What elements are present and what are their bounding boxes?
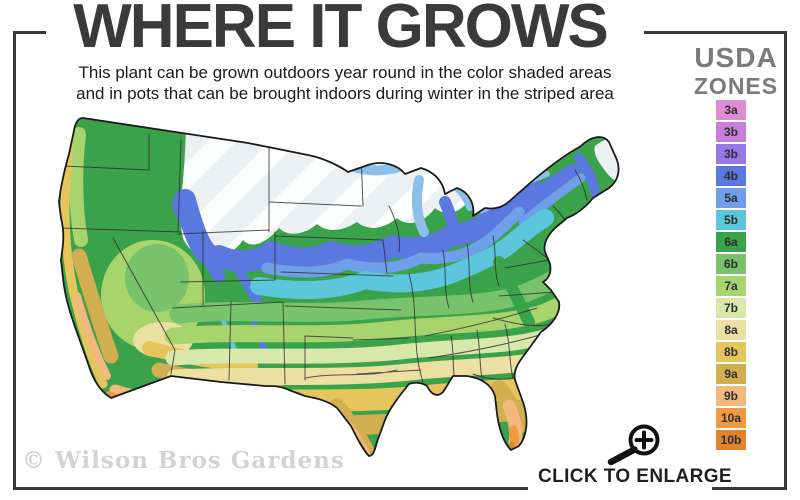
lake-michigan bbox=[411, 175, 429, 237]
usda-zones-legend: 3a 3b 3b 4b 5a 5b 6a 6b 7a 7b 8a 8b 9a 9b 10a 10b bbox=[716, 100, 746, 452]
legend-swatch-label: 10b bbox=[720, 433, 742, 447]
legend-swatch-label: 4b bbox=[723, 169, 738, 183]
legend-swatch-7: 6b bbox=[716, 254, 746, 274]
legend-title-zones: ZONES bbox=[693, 73, 779, 99]
map-zone-4b-michigan bbox=[439, 196, 460, 246]
legend-swatch-2: 3b bbox=[716, 144, 746, 164]
legend-swatch-14: 10a bbox=[716, 408, 746, 428]
state-borders bbox=[60, 133, 588, 387]
map-appalachian-tongue bbox=[493, 256, 535, 328]
legend-swatch-11: 8b bbox=[716, 342, 746, 362]
legend-swatch-4: 5a bbox=[716, 188, 746, 208]
page-title: WHERE IT GROWS bbox=[73, 0, 608, 61]
legend-swatch-5: 5b bbox=[716, 210, 746, 230]
legend-swatch-13: 9b bbox=[716, 386, 746, 406]
map-great-basin-inner bbox=[125, 244, 189, 312]
map-ca-central-valley bbox=[71, 248, 119, 364]
map-west-coast-gold-band bbox=[60, 165, 108, 389]
map-ca-coast-orange bbox=[73, 292, 111, 380]
subtitle-line-2: and in pots that can be brought indoors … bbox=[76, 84, 614, 103]
us-outline bbox=[58, 117, 620, 457]
map-maine-striped-area bbox=[594, 138, 619, 185]
map-zone-4b-band bbox=[174, 171, 540, 273]
usda-zones-map[interactable] bbox=[53, 110, 665, 468]
map-zone-5b-band bbox=[250, 209, 554, 299]
watermark: © Wilson Bros Gardens bbox=[22, 447, 345, 474]
legend-swatch-3: 4b bbox=[716, 166, 746, 186]
frame-bottom-left-segment bbox=[13, 487, 528, 490]
click-to-enlarge-button[interactable]: CLICK TO ENLARGE bbox=[538, 466, 732, 487]
map-pnw-coast-band bbox=[69, 127, 88, 247]
map-rockies-blue-1 bbox=[186, 221, 226, 283]
map-rockies-blue-3 bbox=[171, 200, 197, 248]
legend-swatch-0: 3a bbox=[716, 100, 746, 120]
legend-swatch-label: 7b bbox=[723, 301, 738, 315]
legend-swatch-label: 9a bbox=[724, 367, 738, 381]
legend-swatch-label: 6a bbox=[724, 235, 738, 249]
frame-right-bar bbox=[784, 31, 787, 490]
map-zone-5a-northeast bbox=[518, 173, 586, 227]
frame-left-bar bbox=[13, 31, 16, 490]
legend-swatch-9: 7b bbox=[716, 298, 746, 318]
legend-swatch-label: 9b bbox=[723, 389, 738, 403]
legend-swatch-label: 8a bbox=[724, 323, 738, 337]
legend-swatch-15: 10b bbox=[716, 430, 746, 450]
legend-swatch-label: 3a bbox=[724, 103, 738, 117]
map-zone-5a-band bbox=[261, 206, 525, 278]
legend-swatch-label: 3b bbox=[723, 125, 738, 139]
legend-title-usda: USDA bbox=[694, 42, 778, 73]
frame-bottom-right-segment bbox=[712, 487, 787, 490]
legend-title: USDA ZONES bbox=[678, 44, 794, 98]
legend-swatch-label: 6b bbox=[723, 257, 738, 271]
legend-swatch-label: 10a bbox=[720, 411, 742, 425]
legend-swatch-10: 8a bbox=[716, 320, 746, 340]
subtitle-line-1: This plant can be grown outdoors year ro… bbox=[78, 63, 612, 82]
legend-swatch-12: 9a bbox=[716, 364, 746, 384]
legend-swatch-label: 7a bbox=[724, 279, 738, 293]
frame-top-right-segment bbox=[644, 31, 787, 34]
legend-swatch-1: 3b bbox=[716, 122, 746, 142]
frame-top-left-segment bbox=[13, 31, 46, 34]
legend-swatch-label: 5b bbox=[723, 213, 738, 227]
legend-swatch-label: 3b bbox=[723, 147, 738, 161]
legend-swatch-8: 7a bbox=[716, 276, 746, 296]
legend-swatch-label: 8b bbox=[723, 345, 738, 359]
map-zone-4b-maine bbox=[574, 153, 600, 197]
legend-swatch-6: 6a bbox=[716, 232, 746, 252]
legend-swatch-label: 5a bbox=[724, 191, 738, 205]
magnifying-glass-plus-icon[interactable] bbox=[606, 410, 666, 468]
